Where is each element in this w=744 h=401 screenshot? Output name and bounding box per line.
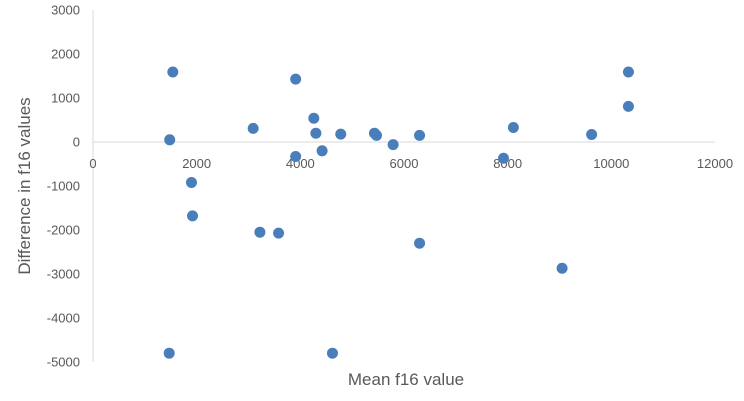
x-tick-label: 2000 [182,156,211,171]
y-tick-label: -2000 [47,223,80,238]
x-tick-label: 6000 [390,156,419,171]
data-point [308,112,320,124]
data-point [498,152,510,164]
y-tick-label: 0 [73,135,80,150]
y-tick-label: -3000 [47,267,80,282]
data-point [414,237,426,249]
data-point [290,151,302,163]
y-tick-label: 3000 [51,3,80,18]
y-axis-title: Difference in f16 values [15,97,34,274]
y-tick-label: -5000 [47,355,80,370]
data-point [247,122,259,134]
data-points [163,66,634,359]
data-point [187,210,199,222]
x-tick-label: 0 [89,156,96,171]
x-tick-label: 10000 [593,156,629,171]
data-point [622,66,634,78]
data-point [167,66,179,78]
data-point [556,262,568,274]
data-point [414,129,426,141]
data-point [507,121,519,133]
x-tick-label: 12000 [697,156,733,171]
data-point [335,128,347,140]
y-tick-label: -1000 [47,179,80,194]
data-point [371,129,383,141]
y-tick-label: 1000 [51,91,80,106]
data-point [586,129,598,141]
x-axis-title: Mean f16 value [348,370,464,389]
data-point [622,100,634,112]
x-tick-labels: 0 2000 4000 6000 8000 10000 12000 [89,156,733,171]
data-point [310,127,322,139]
y-tick-label: 2000 [51,47,80,62]
data-point [290,73,302,85]
data-point [185,176,197,188]
y-tick-label: -4000 [47,311,80,326]
data-point [273,227,285,239]
data-point [316,145,328,157]
y-tick-labels: 3000 2000 1000 0 -1000 -2000 -3000 -4000 -5000 [47,3,80,370]
data-point [387,139,399,151]
data-point [163,347,175,359]
data-point [164,134,176,146]
data-point [254,226,266,238]
data-point [326,347,338,359]
